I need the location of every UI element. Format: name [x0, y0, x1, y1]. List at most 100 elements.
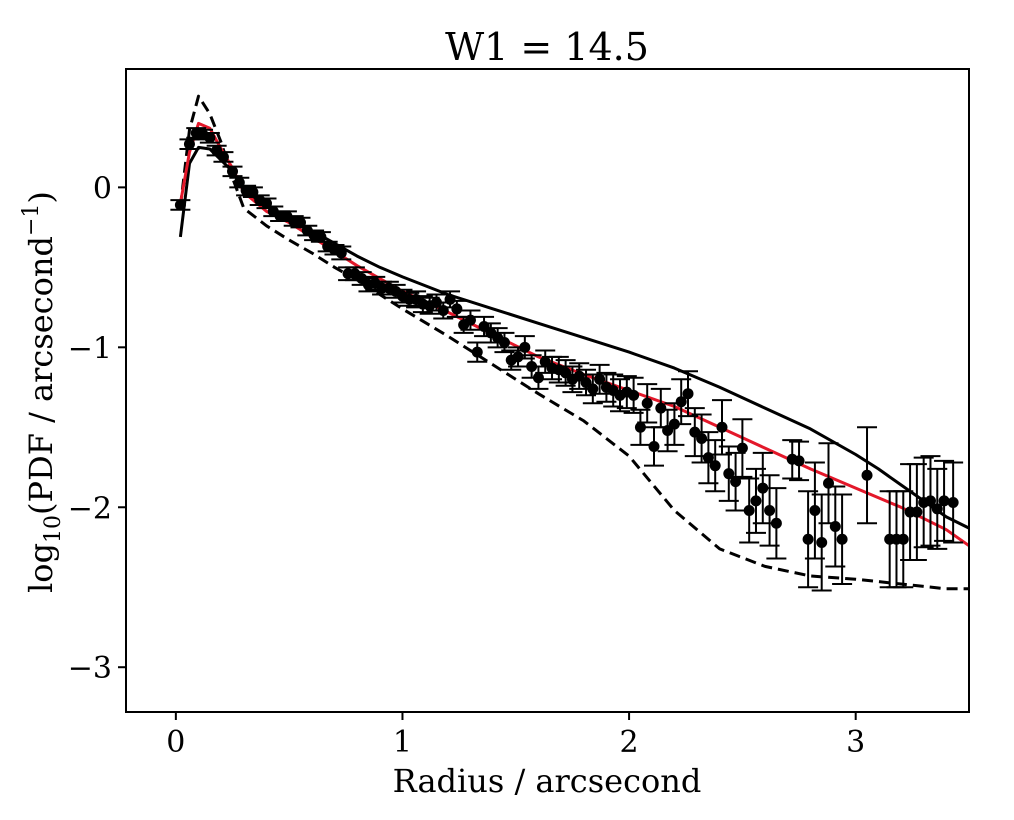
data-point	[857, 426, 878, 525]
point-marker	[532, 372, 544, 384]
data-point	[331, 245, 352, 261]
data-point	[752, 451, 773, 525]
y-axis-label: log10(PDF / arcsecond−1)	[19, 191, 66, 593]
data-points	[170, 127, 964, 592]
point-marker	[634, 421, 646, 433]
y-tick-label: −1	[68, 331, 112, 366]
point-marker	[183, 138, 195, 150]
point-marker	[836, 533, 848, 545]
data-point	[170, 199, 191, 211]
point-marker	[594, 373, 606, 385]
point-marker	[204, 132, 216, 144]
point-marker	[696, 432, 708, 444]
x-tick-label: 0	[166, 725, 185, 760]
point-marker	[730, 476, 742, 488]
point-marker	[641, 397, 653, 409]
point-marker	[897, 533, 909, 545]
x-tick-label: 2	[620, 725, 639, 760]
y-axis: 0 −1 −2 −3	[68, 171, 126, 686]
data-point	[798, 490, 819, 589]
data-point	[832, 493, 853, 586]
data-point	[789, 440, 810, 482]
plot-frame	[125, 68, 970, 713]
data-point	[766, 487, 787, 560]
point-marker	[498, 337, 510, 349]
data-point	[199, 131, 220, 144]
point-marker	[924, 495, 936, 507]
point-marker	[716, 421, 728, 433]
model-line-dashed-black	[178, 94, 969, 591]
data-point	[623, 376, 644, 414]
data-point	[610, 378, 631, 413]
x-axis: 0 1 2 3	[166, 712, 865, 760]
data-point	[759, 474, 780, 547]
data-point	[718, 445, 739, 502]
y-tick-label: −3	[68, 651, 112, 686]
data-point	[725, 451, 746, 512]
data-point	[467, 341, 488, 363]
model-curves	[178, 94, 969, 591]
point-marker	[648, 440, 660, 452]
data-point	[705, 439, 726, 493]
point-marker	[764, 504, 776, 516]
data-point	[671, 378, 692, 426]
point-marker	[931, 503, 943, 515]
point-marker	[587, 383, 599, 395]
data-point	[582, 373, 603, 405]
data-point	[514, 335, 535, 360]
x-axis-label: Radius / arcsecond	[393, 762, 702, 800]
y-label-log: log	[22, 543, 60, 593]
point-marker	[682, 388, 694, 400]
y-label-close: )	[22, 191, 60, 203]
point-marker	[519, 341, 531, 353]
chart-title: W1 = 14.5	[445, 25, 649, 69]
data-point	[934, 459, 955, 542]
point-marker	[335, 247, 347, 259]
point-marker	[464, 314, 476, 326]
point-marker	[816, 536, 828, 548]
data-point	[732, 418, 753, 478]
y-label-sub: 10	[41, 515, 66, 543]
model-line-solid-black	[178, 145, 969, 530]
point-marker	[793, 455, 805, 467]
point-marker	[938, 495, 950, 507]
point-marker	[227, 165, 239, 177]
point-marker	[736, 442, 748, 454]
data-point	[691, 413, 712, 464]
point-marker	[709, 460, 721, 472]
data-point	[440, 290, 461, 309]
point-marker	[471, 346, 483, 358]
y-label-body: (PDF / arcsecond	[22, 236, 60, 515]
point-marker	[174, 199, 186, 211]
y-label-sup: −1	[19, 204, 44, 236]
y-tick-label: −2	[68, 491, 112, 526]
point-marker	[911, 506, 923, 518]
data-point	[644, 426, 665, 467]
data-point	[943, 461, 964, 544]
point-marker	[802, 533, 814, 545]
point-marker	[444, 293, 456, 305]
point-marker	[217, 151, 229, 163]
point-marker	[861, 469, 873, 481]
point-marker	[723, 468, 735, 480]
y-tick-label: 0	[93, 171, 112, 206]
x-tick-label: 1	[393, 725, 412, 760]
point-marker	[702, 452, 714, 464]
x-tick-label: 3	[846, 725, 865, 760]
data-point	[446, 299, 467, 318]
data-point	[460, 309, 481, 331]
point-marker	[512, 351, 524, 363]
point-marker	[315, 231, 327, 243]
point-marker	[947, 496, 959, 508]
point-marker	[628, 389, 640, 401]
point-marker	[675, 396, 687, 408]
data-point	[213, 151, 234, 163]
point-marker	[829, 520, 841, 532]
data-point	[637, 383, 658, 424]
point-marker	[809, 504, 821, 516]
point-marker	[655, 402, 667, 414]
point-marker	[743, 504, 755, 516]
point-marker	[750, 495, 762, 507]
point-marker	[770, 517, 782, 529]
